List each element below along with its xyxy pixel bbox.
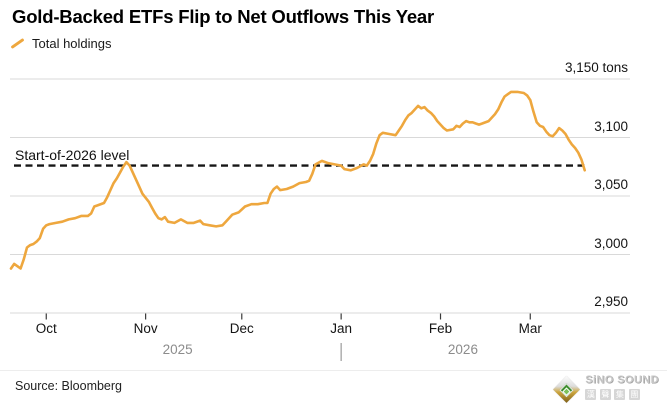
x-axis-label: Feb <box>428 321 453 336</box>
x-axis-label: Nov <box>133 321 158 336</box>
y-axis-label: 3,000 <box>594 235 628 251</box>
source-note: Source: Bloomberg <box>15 379 123 393</box>
x-axis-ticks <box>45 313 531 320</box>
legend-label: Total holdings <box>32 35 112 51</box>
y-axis-label: 3,050 <box>594 177 628 192</box>
total-holdings-line <box>9 90 586 270</box>
watermark-logo: SiNO SOUND 漢 聲 集 團 <box>553 374 659 403</box>
y-axis-label: 3,150 tons <box>564 60 628 75</box>
reference-line-label: Start-of-2026 level <box>15 146 130 163</box>
footer-divider <box>0 370 667 371</box>
x-axis-label: Oct <box>35 321 57 336</box>
chart-title: Gold-Backed ETFs Flip to Net Outflows Th… <box>12 6 434 27</box>
year-label-2025: 2025 <box>162 342 193 357</box>
y-axis-label: 2,950 <box>594 294 628 309</box>
legend-line-icon <box>10 37 25 49</box>
year-label-2026: 2026 <box>447 342 478 357</box>
watermark-name: SiNO SOUND <box>585 374 659 386</box>
watermark-subtitle: 漢 聲 集 團 <box>585 389 640 400</box>
gridlines <box>10 78 630 314</box>
x-axis-label: Jan <box>330 321 353 336</box>
x-axis-label: Mar <box>518 321 542 336</box>
x-axis-label: Dec <box>229 321 254 336</box>
diamond-icon <box>553 375 581 403</box>
y-axis-label: 3,100 <box>594 118 628 134</box>
legend: Total holdings <box>10 34 112 52</box>
